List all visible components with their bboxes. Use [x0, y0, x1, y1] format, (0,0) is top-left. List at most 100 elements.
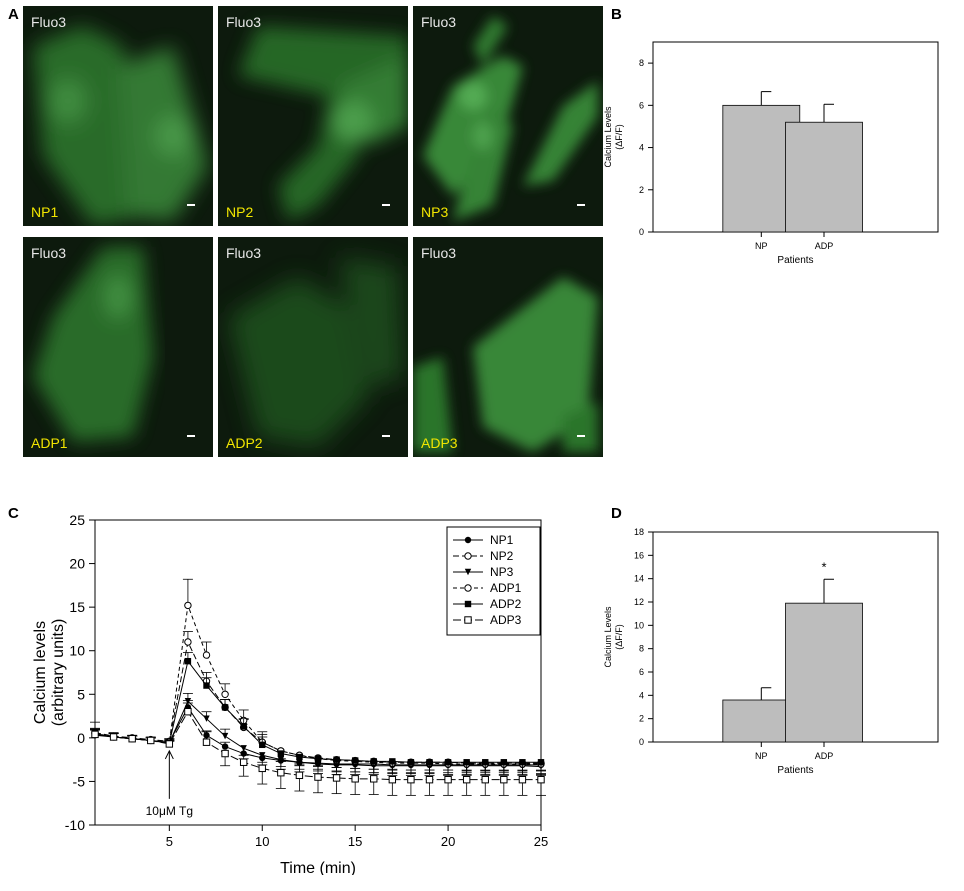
y-tick-label: 0	[639, 227, 644, 237]
data-point	[240, 745, 247, 752]
data-point	[482, 759, 489, 766]
line-chart-c: -10 -5 0 5 10 15 20 25 5 10 15 20 25 Time (min) Calciu…	[32, 512, 548, 875]
data-point	[464, 616, 472, 624]
data-point	[518, 775, 527, 784]
x-tick-label: 20	[441, 834, 455, 849]
sample-label: NP2	[226, 204, 254, 220]
data-point	[203, 715, 210, 722]
x-tick-label: ADP	[815, 241, 834, 251]
data-point	[464, 584, 472, 592]
x-axis-label: Patients	[777, 765, 813, 776]
y-tick-label: 6	[639, 100, 644, 110]
y-tick-label: 2	[639, 185, 644, 195]
legend-label: NP3	[490, 565, 514, 579]
scale-bar	[382, 204, 390, 206]
y-tick-label: -10	[65, 817, 85, 833]
micrograph-np2: Fluo3 NP2	[218, 6, 408, 226]
data-point	[537, 759, 545, 766]
y-tick-label: 16	[634, 550, 644, 560]
scale-bar	[577, 204, 585, 206]
y-tick-label: 2	[639, 714, 644, 724]
panel-letter-c: C	[8, 505, 19, 522]
x-tick-label: 10	[255, 834, 269, 849]
series-np2	[90, 631, 546, 772]
data-point	[184, 698, 192, 705]
data-point	[221, 732, 229, 740]
y-tick-label: 6	[639, 667, 644, 677]
data-point	[333, 756, 340, 763]
micrograph-adp1: Fluo3 ADP1	[23, 237, 213, 457]
legend-label: ADP2	[490, 597, 522, 611]
stain-label: Fluo3	[226, 14, 262, 30]
series-line	[94, 660, 541, 763]
data-point	[277, 750, 285, 757]
y-tick-label: 8	[639, 644, 644, 654]
data-point	[296, 753, 303, 761]
panel-letter-b: B	[611, 6, 622, 23]
legend-label: NP1	[490, 533, 514, 547]
data-point	[519, 759, 526, 766]
y-tick-label: 0	[77, 730, 85, 746]
data-point	[147, 736, 155, 745]
sample-label: ADP3	[421, 435, 458, 451]
data-point	[221, 690, 229, 698]
x-tick-label: NP	[755, 751, 768, 761]
y-axis-label-units: (ΔF/F)	[614, 624, 624, 650]
data-point	[481, 775, 489, 784]
x-tick-label: 15	[348, 834, 362, 849]
y-tick-label: 10	[69, 643, 85, 659]
y-axis-label: Calcium levels	[32, 621, 49, 724]
cell-image	[423, 16, 598, 221]
stain-label: Fluo3	[421, 14, 457, 30]
data-point	[426, 759, 433, 766]
y-tick-label: 14	[634, 574, 644, 584]
cell-image	[413, 277, 598, 452]
cell-image	[33, 26, 208, 226]
y-tick-label: 8	[639, 58, 644, 68]
data-point	[277, 769, 285, 777]
x-tick-label: 25	[534, 834, 548, 849]
bar-adp	[785, 602, 863, 743]
y-tick-label: 4	[639, 690, 644, 700]
x-tick-label: NP	[755, 241, 768, 251]
panel-letter-a: A	[8, 6, 19, 23]
micrograph-adp2: Fluo3 ADP2	[218, 237, 408, 457]
data-point	[370, 775, 378, 783]
data-point	[332, 774, 341, 782]
data-point	[314, 755, 322, 762]
sample-label: NP3	[421, 204, 449, 220]
bar-chart-d: 0 2 4 6 8 10 12 14 16 18 NP ADP * Patients Calcium Lev…	[603, 527, 939, 776]
scale-bar	[577, 435, 585, 437]
data-point	[202, 651, 211, 659]
sample-label: ADP1	[31, 435, 68, 451]
bar-adp	[785, 121, 863, 233]
data-point	[221, 704, 229, 711]
y-tick-label: 5	[77, 686, 85, 702]
cell-image	[228, 257, 403, 447]
legend-label: NP2	[490, 549, 514, 563]
tg-arrow-head	[164, 749, 174, 760]
data-point	[109, 733, 118, 741]
data-point	[240, 723, 247, 730]
data-point	[463, 759, 470, 766]
stain-label: Fluo3	[226, 245, 262, 261]
scale-bar	[187, 204, 195, 206]
data-point	[203, 682, 210, 689]
legend-label: ADP1	[490, 581, 522, 595]
sample-label: NP1	[31, 204, 59, 220]
x-tick-label: ADP	[815, 751, 834, 761]
data-point	[91, 730, 99, 739]
data-point	[444, 759, 452, 766]
series-line	[94, 640, 541, 764]
legend: NP1 NP2 NP3 ADP1 ADP2 ADP3	[446, 526, 541, 636]
stain-label: Fluo3	[421, 245, 457, 261]
data-point	[259, 741, 266, 749]
data-point	[258, 764, 266, 773]
data-point	[389, 758, 396, 765]
data-point	[464, 552, 472, 560]
y-tick-label: 15	[69, 599, 85, 615]
y-tick-label: 0	[639, 737, 644, 747]
data-point	[351, 757, 359, 764]
data-point	[425, 775, 434, 784]
